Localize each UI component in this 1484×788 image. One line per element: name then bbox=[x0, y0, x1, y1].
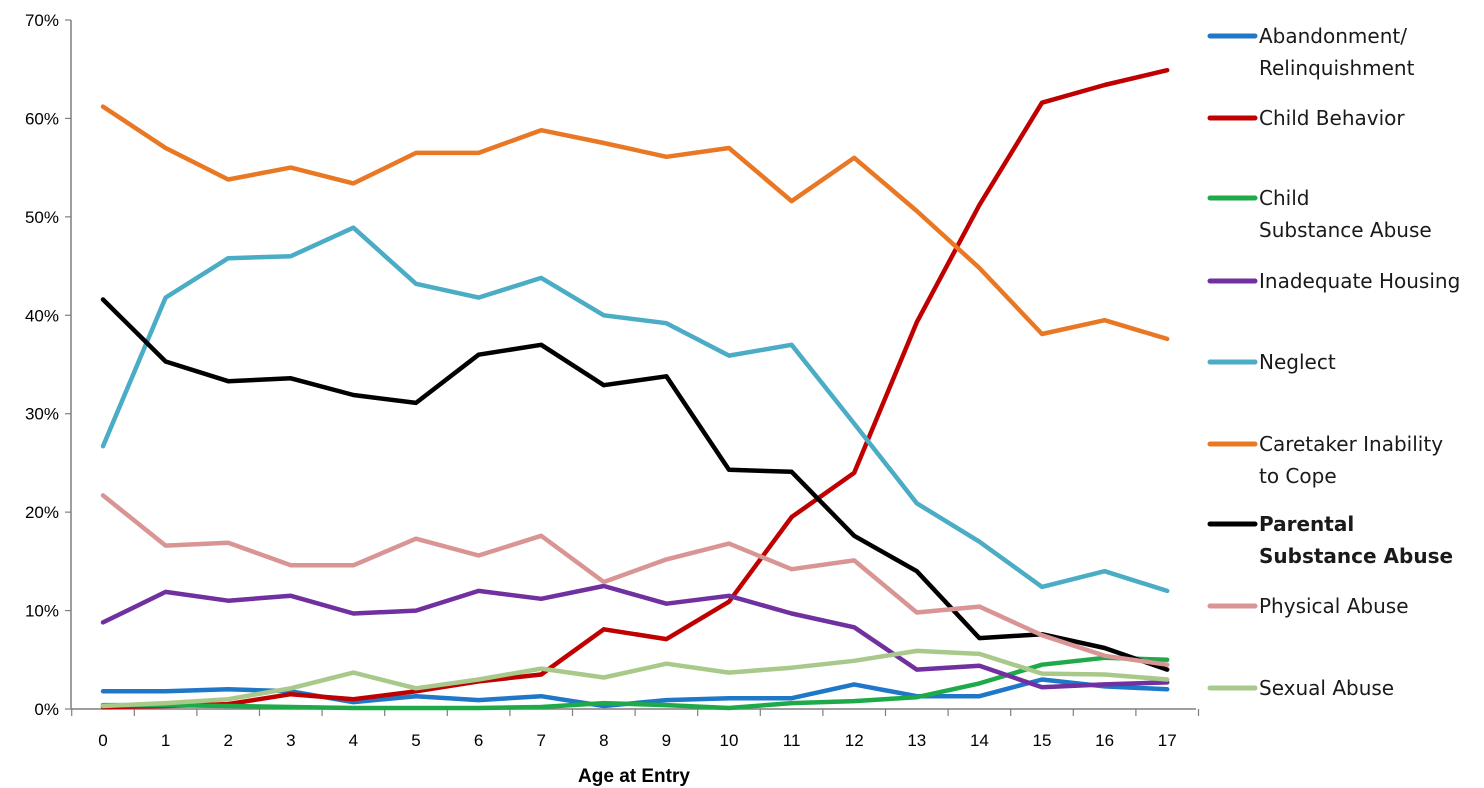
axes: 0%10%20%30%40%50%60%70%0 1 2 3 4 5 6 7 8 9 10 11 12 1… bbox=[25, 11, 1200, 750]
legend-item-child-behavior: Child Behavior bbox=[1207, 106, 1405, 130]
y-tick-label: 50% bbox=[25, 208, 59, 227]
x-tick-label: 2 bbox=[223, 731, 232, 750]
legend-label: Child Behavior bbox=[1259, 106, 1405, 130]
legend-item-inadequate-housing: Inadequate Housing bbox=[1207, 269, 1460, 293]
x-tick-label: 13 bbox=[907, 731, 926, 750]
series-lines bbox=[100, 67, 1170, 711]
series-line-physical-abuse bbox=[100, 493, 1170, 667]
x-tick-label: 16 bbox=[1095, 731, 1114, 750]
legend-label: Inadequate Housing bbox=[1259, 269, 1460, 293]
y-tick-label: 30% bbox=[25, 405, 59, 424]
series-line-neglect bbox=[100, 225, 1170, 594]
series-line-sexual-abuse bbox=[100, 648, 1170, 709]
series-line-inadequate-housing bbox=[100, 583, 1170, 690]
x-tick-label: 4 bbox=[349, 731, 358, 750]
x-tick-label: 17 bbox=[1158, 731, 1177, 750]
x-tick-label: 3 bbox=[286, 731, 295, 750]
series-line-parental-substance-abuse bbox=[100, 297, 1170, 672]
legend-label: Physical Abuse bbox=[1259, 594, 1409, 618]
legend-item-physical-abuse: Physical Abuse bbox=[1207, 594, 1409, 618]
legend-item-caretaker-inability-to-cope: Caretaker Inability to Cope bbox=[1207, 432, 1443, 488]
series-line-child-behavior bbox=[100, 67, 1170, 710]
x-tick-label: 11 bbox=[783, 731, 801, 750]
legend-label: Substance Abuse bbox=[1259, 218, 1432, 242]
legend: Abandonment/Relinquishment Child Behavior… bbox=[1207, 24, 1460, 700]
y-tick-label: 0% bbox=[34, 700, 59, 719]
legend-label: to Cope bbox=[1259, 464, 1337, 488]
legend-item-child-substance-abuse: Child Substance Abuse bbox=[1207, 186, 1432, 242]
x-tick-label: 6 bbox=[474, 731, 483, 750]
y-tick-label: 70% bbox=[25, 11, 59, 30]
series-line-caretaker-inability-to-cope bbox=[100, 104, 1170, 342]
legend-label: Parental bbox=[1259, 512, 1354, 536]
y-tick-label: 40% bbox=[25, 306, 59, 325]
y-tick-label: 60% bbox=[25, 109, 59, 128]
x-tick-label: 1 bbox=[161, 731, 170, 750]
legend-item-neglect: Neglect bbox=[1207, 350, 1336, 374]
x-tick-label: 9 bbox=[662, 731, 671, 750]
legend-label: Relinquishment bbox=[1259, 56, 1415, 80]
series-line-child-substance-abuse bbox=[100, 655, 1170, 711]
legend-item-abandonment-relinquishment: Abandonment/Relinquishment bbox=[1207, 24, 1415, 80]
legend-label: Substance Abuse bbox=[1259, 544, 1453, 568]
x-axis-title: Age at Entry bbox=[578, 766, 690, 787]
legend-label: Caretaker Inability bbox=[1259, 432, 1443, 456]
x-tick-label: 0 bbox=[98, 731, 107, 750]
x-tick-label: 7 bbox=[536, 731, 545, 750]
legend-label: Neglect bbox=[1259, 350, 1336, 374]
x-tick-label: 5 bbox=[411, 731, 420, 750]
legend-item-parental-substance-abuse: Parental Substance Abuse bbox=[1207, 512, 1453, 568]
legend-item-sexual-abuse: Sexual Abuse bbox=[1207, 676, 1394, 700]
y-tick-label: 20% bbox=[25, 503, 59, 522]
x-tick-label: 10 bbox=[720, 731, 739, 750]
y-tick-label: 10% bbox=[25, 602, 59, 621]
x-tick-label: 15 bbox=[1033, 731, 1052, 750]
legend-label: Child bbox=[1259, 186, 1309, 210]
x-tick-label: 12 bbox=[845, 731, 864, 750]
legend-label: Sexual Abuse bbox=[1259, 676, 1394, 700]
legend-label: Abandonment/ bbox=[1259, 24, 1407, 48]
x-tick-label: 14 bbox=[970, 731, 989, 750]
x-tick-label: 8 bbox=[599, 731, 608, 750]
